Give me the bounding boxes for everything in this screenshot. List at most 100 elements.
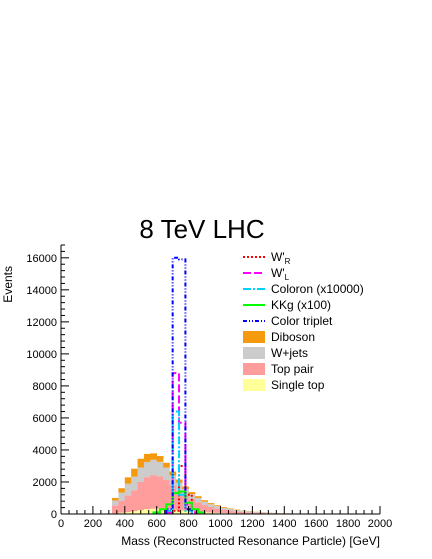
- x-tick-label: 200: [84, 518, 102, 530]
- bar-segment: [207, 512, 215, 514]
- bar-segment: [150, 475, 157, 509]
- legend-label: W'R: [271, 250, 291, 266]
- bar-segment: [207, 503, 215, 505]
- bar-segment: [214, 505, 221, 507]
- bar-segment: [163, 480, 170, 509]
- y-tick-label: 0: [51, 509, 57, 521]
- bar-segment: [252, 512, 260, 514]
- bar-segment: [137, 458, 145, 468]
- y-tick-label: 8000: [33, 381, 57, 393]
- bar-segment: [220, 507, 228, 508]
- x-tick-label: 1600: [304, 518, 328, 530]
- x-tick-label: 2000: [368, 518, 392, 530]
- legend-label: Diboson: [271, 330, 315, 344]
- bar-segment: [112, 497, 119, 501]
- bar-segment: [131, 476, 138, 491]
- bar-segment: [137, 467, 145, 482]
- signal-line: [165, 372, 200, 514]
- bar-segment: [194, 497, 202, 503]
- bar-segment: [156, 461, 164, 477]
- legend-label: KKg (x100): [271, 298, 331, 312]
- bar-segment: [163, 462, 170, 468]
- legend-label: W+jets: [271, 346, 308, 360]
- bar-segment: [118, 492, 126, 501]
- bar-segment: [131, 468, 138, 477]
- x-tick-label: 0: [58, 518, 64, 530]
- bar-segment: [143, 509, 151, 514]
- bar-segment: [175, 509, 183, 514]
- bar-segment: [239, 510, 247, 512]
- bar-segment: [214, 508, 221, 513]
- bar-segment: [246, 512, 253, 514]
- bar-segment: [201, 505, 209, 513]
- bar-segment: [124, 495, 132, 513]
- x-tick-label: 600: [148, 518, 166, 530]
- stacked-background-bars: [112, 453, 368, 514]
- bar-segment: [220, 507, 228, 510]
- legend-label: Single top: [271, 378, 325, 392]
- bar-segment: [143, 461, 151, 478]
- legend-label: Coloron (x10000): [271, 282, 364, 296]
- bar-segment: [207, 506, 215, 513]
- bar-segment: [188, 492, 196, 495]
- x-tick-label: 1800: [336, 518, 360, 530]
- y-axis-label: Events: [1, 266, 15, 303]
- bar-segment: [246, 511, 253, 513]
- bar-segment: [143, 477, 151, 510]
- bar-segment: [124, 483, 132, 496]
- legend-label: Color triplet: [271, 314, 333, 328]
- bar-segment: [214, 506, 221, 509]
- bar-segment: [252, 512, 260, 513]
- legend-fill-swatch: [243, 363, 265, 375]
- bar-segment: [226, 510, 234, 514]
- bar-segment: [124, 477, 132, 484]
- legend-label-subscript: L: [285, 273, 290, 282]
- bar-segment: [201, 501, 209, 506]
- legend-label: Top pair: [271, 362, 314, 376]
- bar-segment: [118, 488, 126, 493]
- bar-segment: [143, 453, 151, 462]
- y-tick-label: 16000: [26, 253, 57, 265]
- bar-segment: [150, 508, 157, 514]
- bar-segment: [175, 490, 183, 510]
- signal-line: [152, 490, 206, 514]
- x-tick-label: 800: [179, 518, 197, 530]
- y-tick-label: 14000: [26, 285, 57, 297]
- x-axis-label: Mass (Reconstructed Resonance Particle) …: [121, 534, 380, 548]
- bar-segment: [182, 510, 189, 514]
- legend-fill-swatch: [243, 347, 265, 359]
- bar-segment: [124, 512, 132, 514]
- bar-segment: [112, 505, 119, 514]
- bar-segment: [226, 509, 234, 511]
- legend-fill-swatch: [243, 331, 265, 343]
- legend-label-subscript: R: [285, 257, 291, 266]
- bar-segment: [156, 456, 164, 462]
- y-tick-label: 10000: [26, 349, 57, 361]
- y-tick-label: 6000: [33, 413, 57, 425]
- bar-segment: [220, 509, 228, 514]
- bar-segment: [137, 481, 145, 510]
- bar-segment: [150, 459, 157, 476]
- bar-segment: [118, 500, 126, 513]
- bar-segment: [118, 512, 126, 514]
- y-tick-label: 4000: [33, 445, 57, 457]
- bar-segment: [239, 511, 247, 514]
- bar-segment: [201, 500, 209, 502]
- legend-label: W'L: [271, 266, 290, 282]
- bar-segment: [156, 476, 164, 509]
- axes: 0 200 400 600 800 1000 1200 1400 1600 1800 2000 0 20…: [26, 244, 392, 530]
- x-tick-label: 1200: [240, 518, 264, 530]
- bar-segment: [258, 512, 266, 514]
- x-tick-label: 1400: [272, 518, 296, 530]
- bar-segment: [226, 508, 234, 510]
- bar-segment: [214, 512, 221, 514]
- chart-title: 8 TeV LHC: [139, 214, 264, 244]
- bar-segment: [194, 502, 202, 512]
- x-tick-label: 400: [116, 518, 134, 530]
- y-tick-label: 12000: [26, 317, 57, 329]
- bar-segment: [194, 496, 202, 498]
- legend-fill-swatch: [243, 379, 265, 391]
- bar-segment: [112, 500, 119, 506]
